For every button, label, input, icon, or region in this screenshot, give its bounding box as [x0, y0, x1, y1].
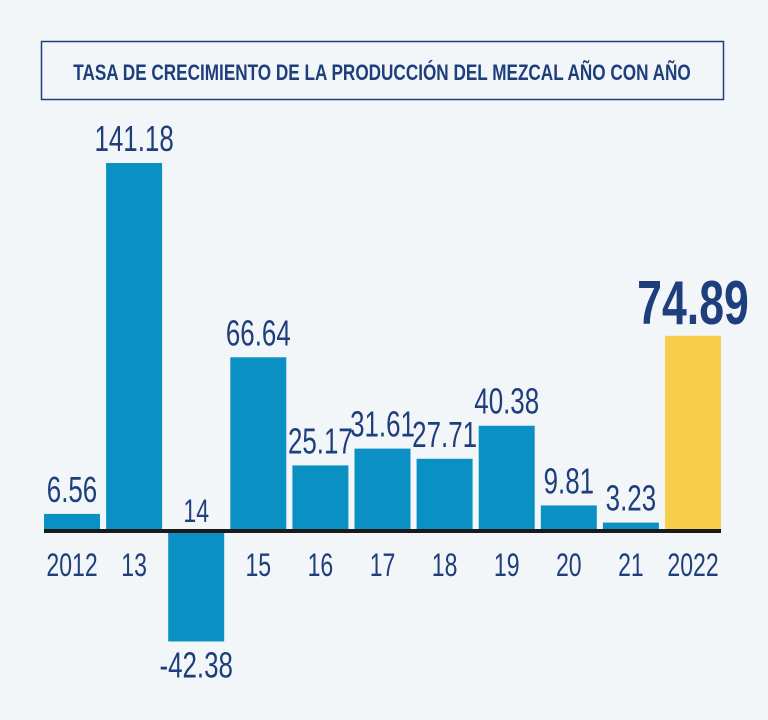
x-tick-label: 14: [183, 493, 209, 529]
bar-17: [354, 448, 411, 531]
title-box: [40, 40, 725, 101]
x-tick-label: 2022: [667, 547, 718, 583]
bar-18: [416, 458, 473, 531]
bar-13: [106, 163, 163, 531]
value-label: 9.81: [544, 461, 594, 501]
x-tick-label: 19: [494, 547, 520, 583]
value-label: -42.38: [159, 645, 232, 685]
x-tick-label: 17: [370, 547, 396, 583]
bar-14: [168, 531, 225, 642]
bar-2022: [665, 335, 721, 531]
x-tick-label: 18: [432, 547, 458, 583]
value-label: 66.64: [226, 313, 291, 353]
x-tick-label: 16: [308, 547, 334, 583]
bar-16: [292, 465, 349, 531]
x-tick-label: 15: [245, 547, 271, 583]
value-label: 25.17: [288, 421, 353, 461]
bar-15: [230, 357, 287, 531]
value-label: 74.89: [637, 269, 749, 338]
value-label: 6.56: [47, 470, 97, 510]
value-label: 31.61: [350, 404, 415, 444]
value-label: 27.71: [412, 415, 477, 455]
bar-20: [540, 505, 597, 531]
x-tick-label: 21: [618, 547, 644, 583]
x-tick-label: 2012: [46, 547, 97, 583]
x-tick-label: 13: [121, 547, 147, 583]
x-tick-label: 20: [556, 547, 582, 583]
bar-19: [478, 425, 535, 531]
bar-2012: [44, 513, 100, 531]
value-label: 3.23: [606, 478, 656, 518]
bar-21: [602, 522, 659, 531]
value-label: 141.18: [94, 119, 173, 159]
value-label: 40.38: [474, 382, 539, 422]
chart-title: TASA DE CRECIMIENTO DE LA PRODUCCIÓN DEL…: [73, 59, 690, 86]
